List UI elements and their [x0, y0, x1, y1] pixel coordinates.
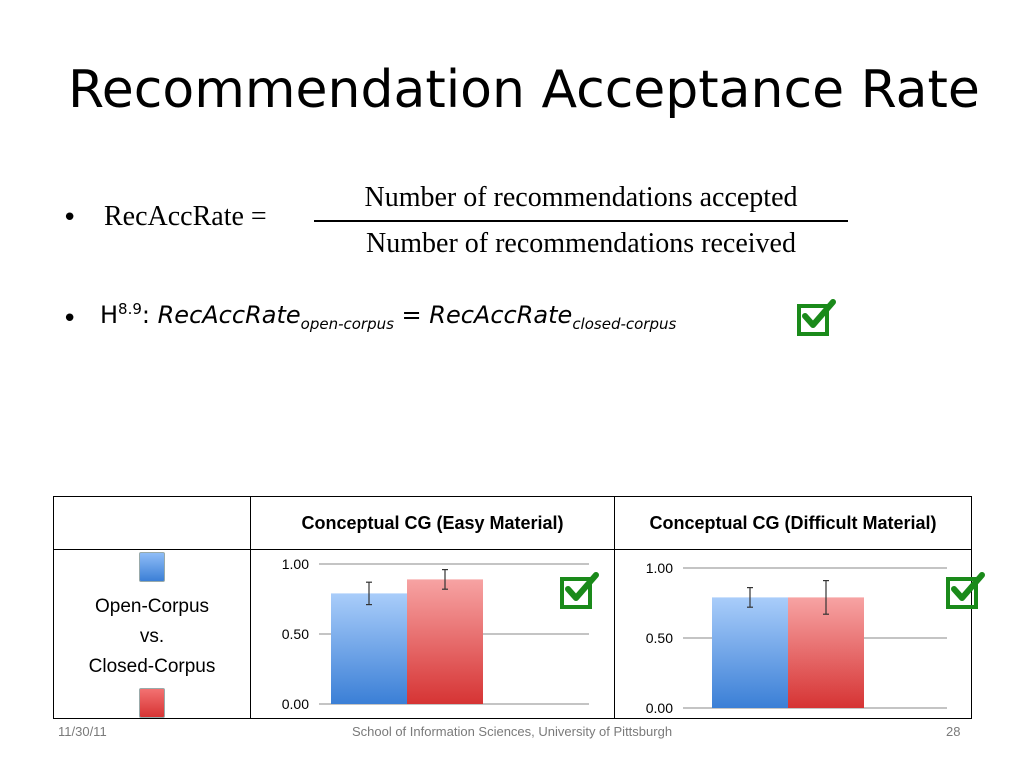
- fraction-bar: [314, 220, 848, 222]
- hypothesis-text: H8.9: RecAccRateopen-corpus = RecAccRate…: [100, 300, 676, 333]
- legend-line2: vs.: [139, 626, 165, 647]
- table-header-difficult: Conceptual CG (Difficult Material): [614, 496, 972, 550]
- error-bar: [442, 569, 448, 590]
- hypothesis-equals: =: [393, 301, 430, 329]
- closed-corpus-bar: [788, 597, 864, 708]
- footer-institution: School of Information Sciences, Universi…: [351, 724, 673, 739]
- results-table: Conceptual CG (Easy Material) Conceptual…: [53, 496, 972, 719]
- checkmark-icon: [797, 299, 836, 336]
- easy-chart-cell: 0.00 0.50 1.00: [250, 549, 615, 719]
- formula-numerator: Number of recommendations accepted: [364, 182, 798, 213]
- legend-text: Open-Corpus vs. Closed-Corpus: [54, 592, 250, 682]
- closed-corpus-swatch: [139, 688, 165, 718]
- error-bar: [747, 586, 753, 608]
- y-tick-label: 0.00: [282, 696, 309, 712]
- formula-lhs: RecAccRate =: [104, 201, 267, 232]
- y-tick-label: 0.00: [646, 700, 673, 716]
- hypothesis-term1: RecAccRateopen-corpus: [157, 301, 394, 333]
- y-tick-label: 1.00: [646, 560, 673, 576]
- legend-line3: Closed-Corpus: [88, 656, 216, 677]
- error-bar: [823, 580, 829, 615]
- difficult-chart-cell: 0.00 0.50 1.00: [614, 549, 972, 719]
- table-header-empty: [53, 496, 251, 550]
- hypothesis-number: 8.9: [118, 300, 142, 318]
- formula-denominator: Number of recommendations received: [366, 228, 796, 259]
- difficult-material-chart: 0.00 0.50 1.00: [646, 560, 947, 716]
- open-corpus-bar: [331, 593, 407, 704]
- footer-date: 11/30/11: [58, 724, 107, 739]
- y-tick-label: 1.00: [282, 556, 309, 572]
- legend-cell: Open-Corpus vs. Closed-Corpus: [53, 549, 251, 719]
- error-bar: [366, 581, 372, 606]
- footer-page-number: 28: [946, 724, 961, 739]
- table-header-easy: Conceptual CG (Easy Material): [250, 496, 615, 550]
- bullet-marker: •: [62, 203, 78, 233]
- hypothesis-colon: :: [141, 301, 158, 329]
- y-tick-label: 0.50: [646, 630, 673, 646]
- open-corpus-bar: [712, 597, 788, 708]
- table-header-row: Conceptual CG (Easy Material) Conceptual…: [53, 496, 972, 550]
- hypothesis-term2: RecAccRateclosed-corpus: [429, 301, 677, 333]
- bullet-marker: •: [62, 304, 78, 334]
- legend-line1: Open-Corpus: [94, 596, 210, 617]
- formula-fraction: Number of recommendations accepted Numbe…: [314, 180, 848, 262]
- checkmark-icon: [946, 572, 985, 609]
- easy-material-chart: 0.00 0.50 1.00: [282, 556, 589, 712]
- y-tick-label: 0.50: [282, 626, 309, 642]
- checkmark-icon: [560, 572, 599, 609]
- hypothesis-h: H: [100, 301, 119, 329]
- table-row: Open-Corpus vs. Closed-Corpus 0.00 0.50 1.…: [53, 549, 972, 719]
- closed-corpus-bar: [407, 579, 483, 704]
- slide-title: Recommendation Acceptance Rate: [68, 60, 980, 120]
- open-corpus-swatch: [139, 552, 165, 582]
